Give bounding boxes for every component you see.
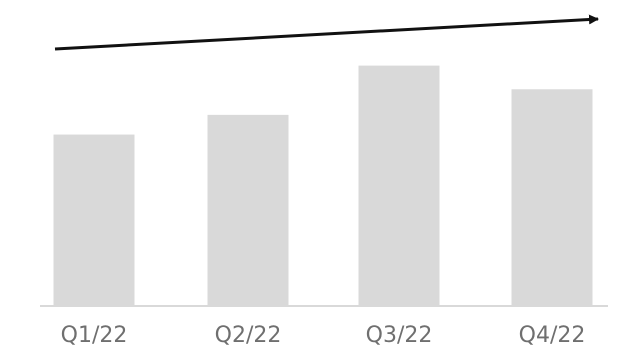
trend-arrow <box>54 14 599 51</box>
bar-q4-22 <box>511 89 593 306</box>
bars-layer <box>53 65 593 307</box>
x-axis-labels: Q1/22 Q2/22 Q3/22 Q4/22 <box>61 323 586 348</box>
bar-q2-22 <box>207 114 289 306</box>
x-tick-label: Q4/22 <box>519 323 586 348</box>
x-tick-label: Q2/22 <box>215 323 282 348</box>
x-tick-label: Q1/22 <box>61 323 128 348</box>
bar-q1-22 <box>53 134 135 306</box>
x-tick-label: Q3/22 <box>366 323 433 348</box>
bar-q3-22 <box>358 65 440 307</box>
